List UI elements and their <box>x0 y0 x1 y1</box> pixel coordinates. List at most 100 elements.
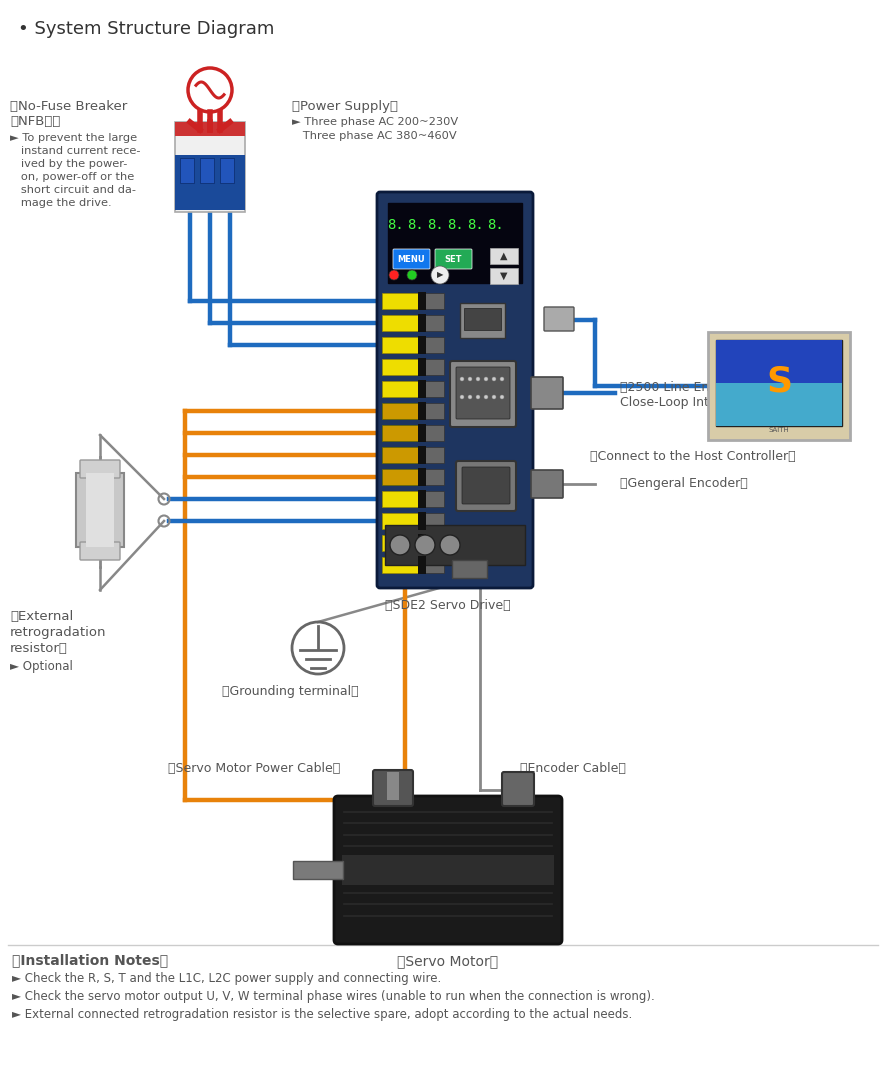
Circle shape <box>389 270 399 280</box>
Bar <box>490 268 518 284</box>
Text: 【Encoder Cable】: 【Encoder Cable】 <box>520 762 626 775</box>
Circle shape <box>390 535 410 555</box>
Text: 8.: 8. <box>408 218 424 232</box>
Bar <box>418 446 426 464</box>
Text: retrogradation: retrogradation <box>10 626 106 639</box>
Circle shape <box>500 395 504 399</box>
Text: ▶: ▶ <box>437 271 443 279</box>
Bar <box>418 402 426 420</box>
FancyBboxPatch shape <box>435 249 472 270</box>
Circle shape <box>476 395 480 399</box>
Bar <box>180 158 194 183</box>
Text: 【Connect to the Host Controller】: 【Connect to the Host Controller】 <box>590 450 796 462</box>
Bar <box>464 308 501 330</box>
Text: 8.: 8. <box>428 218 445 232</box>
Text: 【External: 【External <box>10 610 74 623</box>
Circle shape <box>484 395 488 399</box>
FancyBboxPatch shape <box>531 377 563 409</box>
FancyBboxPatch shape <box>456 461 516 511</box>
Bar <box>418 336 426 354</box>
Text: ► External connected retrogradation resistor is the selective spare, adopt accor: ► External connected retrogradation resi… <box>12 1008 633 1021</box>
Text: 【Power Supply】: 【Power Supply】 <box>292 100 398 113</box>
FancyBboxPatch shape <box>544 307 574 331</box>
Text: 【SDE2 Servo Drive】: 【SDE2 Servo Drive】 <box>385 599 510 612</box>
Text: mage the drive.: mage the drive. <box>10 198 112 208</box>
Circle shape <box>460 395 464 399</box>
Circle shape <box>440 535 460 555</box>
Text: instand current rece-: instand current rece- <box>10 146 141 156</box>
Bar <box>716 383 842 426</box>
Circle shape <box>468 395 472 399</box>
FancyBboxPatch shape <box>708 332 850 440</box>
Bar <box>220 158 234 183</box>
Text: ► Check the servo motor output U, V, W terminal phase wires (unable to run when : ► Check the servo motor output U, V, W t… <box>12 990 655 1003</box>
FancyBboxPatch shape <box>334 796 562 944</box>
Bar <box>418 358 426 376</box>
Bar <box>716 340 842 383</box>
Bar <box>424 513 444 529</box>
Bar <box>424 381 444 397</box>
Text: SAITH: SAITH <box>769 427 789 433</box>
Circle shape <box>484 377 488 381</box>
Bar <box>418 381 426 398</box>
Bar <box>418 534 426 552</box>
Bar <box>382 403 420 419</box>
FancyBboxPatch shape <box>456 367 510 419</box>
Circle shape <box>407 270 417 280</box>
Bar <box>387 772 399 800</box>
Bar <box>424 337 444 353</box>
Bar <box>418 292 426 310</box>
Text: （NFB）】: （NFB）】 <box>10 115 60 128</box>
Bar <box>382 425 420 441</box>
Text: ▼: ▼ <box>501 271 508 281</box>
Bar <box>382 490 420 507</box>
Bar <box>418 424 426 442</box>
Circle shape <box>468 377 472 381</box>
Text: 【Gengeral Encoder】: 【Gengeral Encoder】 <box>620 476 748 490</box>
Text: ► Check the R, S, T and the L1C, L2C power supply and connecting wire.: ► Check the R, S, T and the L1C, L2C pow… <box>12 972 441 985</box>
Bar <box>382 513 420 529</box>
Bar <box>424 469 444 485</box>
Bar <box>382 557 420 573</box>
Bar <box>175 122 245 136</box>
Text: 【Servo Motor】: 【Servo Motor】 <box>398 954 499 968</box>
Bar <box>424 425 444 441</box>
Circle shape <box>500 377 504 381</box>
FancyBboxPatch shape <box>80 542 120 559</box>
FancyBboxPatch shape <box>76 473 124 547</box>
Bar <box>385 525 525 565</box>
Text: short circuit and da-: short circuit and da- <box>10 185 136 195</box>
Text: SET: SET <box>445 254 462 263</box>
Circle shape <box>415 535 435 555</box>
FancyBboxPatch shape <box>80 460 120 478</box>
Bar <box>452 559 487 578</box>
FancyBboxPatch shape <box>502 772 534 806</box>
Bar <box>418 468 426 486</box>
Text: 【Servo Motor Power Cable】: 【Servo Motor Power Cable】 <box>168 762 340 775</box>
Circle shape <box>476 377 480 381</box>
Circle shape <box>492 395 496 399</box>
Text: Close-Loop Interface】: Close-Loop Interface】 <box>620 396 757 409</box>
Text: ► Three phase AC 200~230V: ► Three phase AC 200~230V <box>292 118 458 127</box>
Bar <box>382 469 420 485</box>
Bar <box>382 359 420 375</box>
FancyBboxPatch shape <box>373 770 413 806</box>
Bar <box>342 855 554 885</box>
Bar <box>382 337 420 353</box>
Text: 8.: 8. <box>487 218 504 232</box>
Text: S: S <box>766 365 792 399</box>
Bar <box>424 315 444 331</box>
Text: 【Grounding terminal】: 【Grounding terminal】 <box>222 685 359 697</box>
Bar <box>382 447 420 462</box>
Bar <box>382 535 420 551</box>
Bar <box>382 293 420 309</box>
Bar <box>200 158 214 183</box>
Text: 【No-Fuse Breaker: 【No-Fuse Breaker <box>10 100 128 113</box>
Bar <box>382 381 420 397</box>
Text: 8.: 8. <box>387 218 404 232</box>
FancyBboxPatch shape <box>393 249 430 270</box>
FancyBboxPatch shape <box>531 470 563 498</box>
FancyBboxPatch shape <box>450 361 516 427</box>
Bar <box>424 557 444 573</box>
Text: 8.: 8. <box>447 218 464 232</box>
